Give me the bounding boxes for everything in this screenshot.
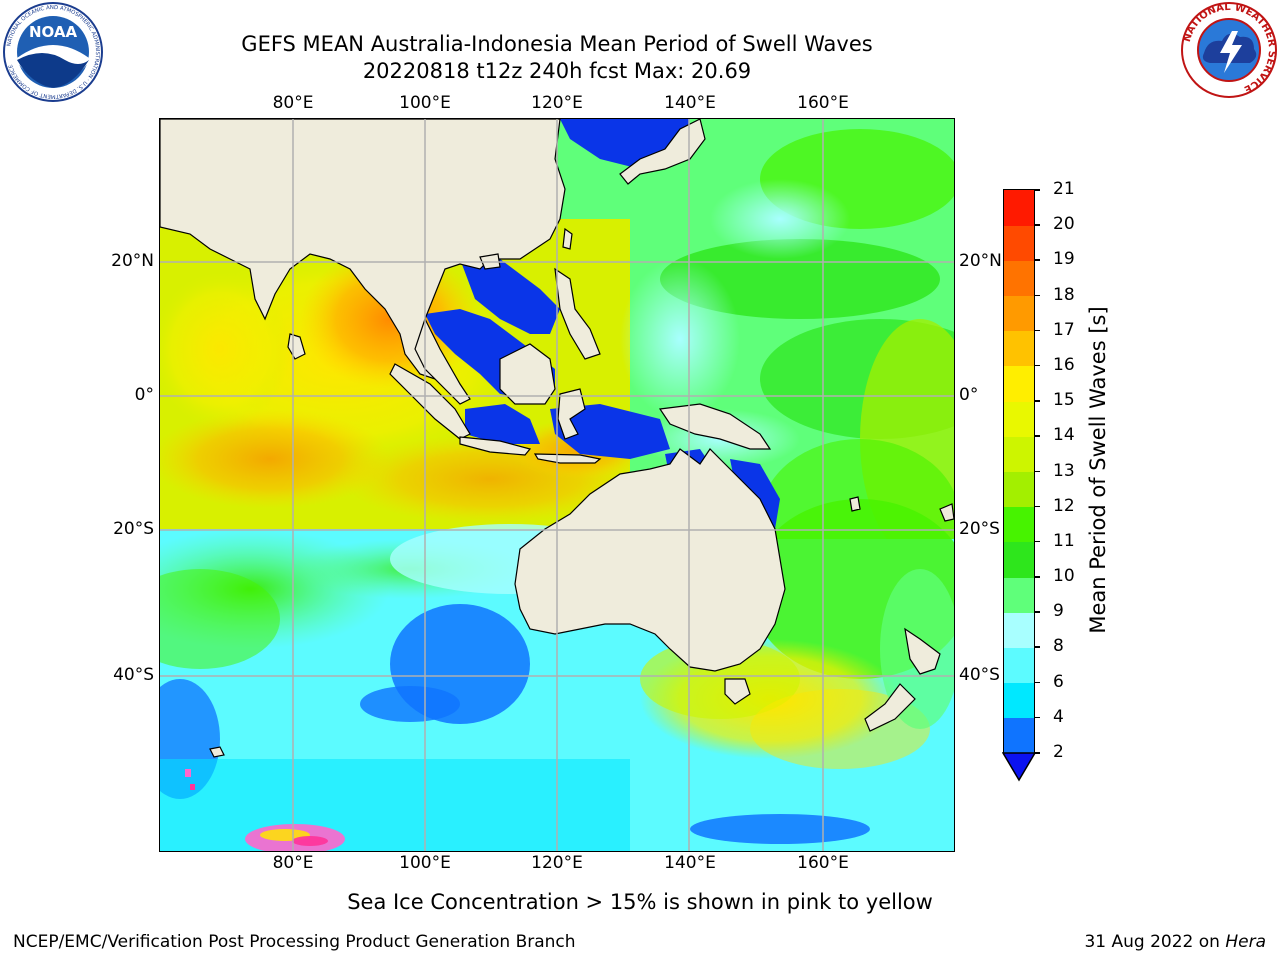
lon-label-bottom: 120°E	[531, 853, 583, 873]
colorbar-tick	[1034, 752, 1040, 754]
colorbar-tick	[1034, 189, 1040, 191]
colorbar-tick-label: 19	[1053, 249, 1075, 270]
sea-ice-note: Sea Ice Concentration > 15% is shown in …	[347, 890, 933, 914]
lon-label-top: 160°E	[797, 93, 849, 113]
lat-label-left: 20°S	[113, 519, 154, 539]
lon-label-bottom: 140°E	[664, 853, 716, 873]
colorbar-tick	[1034, 294, 1040, 297]
colorbar-tick	[1034, 329, 1040, 332]
footer-credit: NCEP/EMC/Verification Post Processing Pr…	[13, 932, 576, 952]
colorbar-tick-label: 11	[1053, 530, 1075, 551]
colorbar-segment	[1004, 612, 1034, 648]
colorbar-label: Mean Period of Swell Waves [s]	[1086, 306, 1110, 634]
map-subtitle: 20220818 t12z 240h fcst Max: 20.69	[362, 59, 752, 83]
colorbar-segment	[1004, 471, 1034, 508]
colorbar-tick	[1034, 400, 1040, 402]
lon-label-top: 100°E	[399, 93, 451, 113]
colorbar-tick-label: 20	[1053, 214, 1075, 235]
colorbar-segment	[1004, 401, 1034, 437]
lat-label-left: 20°N	[111, 251, 154, 271]
lat-label-right: 0°	[959, 385, 979, 405]
colorbar-tick-label: 14	[1053, 425, 1075, 446]
lon-label-top: 120°E	[531, 93, 583, 113]
colorbar-tick	[1034, 576, 1040, 578]
colorbar	[1003, 189, 1035, 754]
colorbar-tick-label: 18	[1053, 284, 1075, 305]
colorbar-tick	[1034, 470, 1040, 472]
colorbar-extend-arrow	[1002, 752, 1036, 782]
lon-label-top: 140°E	[664, 93, 716, 113]
colorbar-segment	[1004, 436, 1034, 472]
colorbar-segment	[1004, 190, 1034, 226]
colorbar-segment	[1004, 295, 1034, 332]
colorbar-tick	[1034, 646, 1040, 648]
colorbar-tick-label: 2	[1053, 742, 1064, 762]
colorbar-tick-label: 4	[1053, 706, 1064, 727]
lon-label-bottom: 100°E	[399, 853, 451, 873]
colorbar-tick-label: 17	[1053, 319, 1075, 340]
footer-date: 31 Aug 2022 on Hera	[1084, 932, 1266, 952]
colorbar-segment	[1004, 647, 1034, 684]
colorbar-tick	[1034, 364, 1040, 367]
colorbar-tick-label: 9	[1053, 601, 1064, 622]
colorbar-segment	[1004, 682, 1034, 719]
colorbar-tick-label: 16	[1053, 354, 1075, 375]
colorbar-tick	[1034, 716, 1040, 719]
colorbar-segment	[1004, 260, 1034, 297]
colorbar-segment	[1004, 506, 1034, 543]
colorbar-segment	[1004, 365, 1034, 402]
colorbar-tick	[1034, 224, 1040, 226]
sea-ice-patch	[185, 769, 345, 851]
lon-label-bottom: 160°E	[797, 853, 849, 873]
colorbar-tick-label: 8	[1053, 636, 1064, 657]
lat-label-right: 20°S	[959, 519, 1000, 539]
colorbar-tick	[1034, 681, 1040, 684]
colorbar-segment	[1004, 225, 1034, 261]
land	[160, 119, 954, 758]
footer-host: Hera	[1225, 932, 1266, 952]
map-title: GEFS MEAN Australia-Indonesia Mean Perio…	[241, 32, 873, 56]
colorbar-tick	[1034, 505, 1040, 508]
noaa-logo-text: NOAA	[29, 23, 78, 41]
lat-label-right: 20°N	[959, 251, 1002, 271]
footer-date-text: 31 Aug 2022 on	[1084, 932, 1220, 952]
gridlines	[160, 119, 954, 851]
colorbar-tick-label: 12	[1053, 495, 1075, 516]
lat-label-left: 40°S	[113, 665, 154, 685]
colorbar-segment	[1004, 717, 1034, 754]
lon-label-top: 80°E	[272, 93, 314, 113]
colorbar-segment	[1004, 577, 1034, 613]
colorbar-tick-label: 6	[1053, 671, 1064, 692]
colorbar-tick	[1034, 540, 1040, 543]
colorbar-tick-label: 13	[1053, 460, 1075, 481]
swell-period-map	[160, 119, 954, 851]
colorbar-tick-label: 15	[1053, 390, 1075, 411]
colorbar-tick-label: 10	[1053, 566, 1075, 587]
lat-label-left: 0°	[134, 385, 154, 405]
colorbar-segment	[1004, 541, 1034, 578]
colorbar-tick	[1034, 435, 1040, 437]
nws-logo: NATIONAL WEATHER SERVICE	[1180, 1, 1278, 99]
colorbar-tick	[1034, 259, 1040, 261]
lon-label-bottom: 80°E	[272, 853, 314, 873]
lat-label-right: 40°S	[959, 665, 1000, 685]
noaa-logo: NOAA NATIONAL OCEANIC AND ATMOSPHERIC AD…	[3, 2, 103, 102]
colorbar-tick-label: 21	[1053, 179, 1075, 199]
colorbar-segment	[1004, 330, 1034, 367]
colorbar-tick	[1034, 611, 1040, 613]
